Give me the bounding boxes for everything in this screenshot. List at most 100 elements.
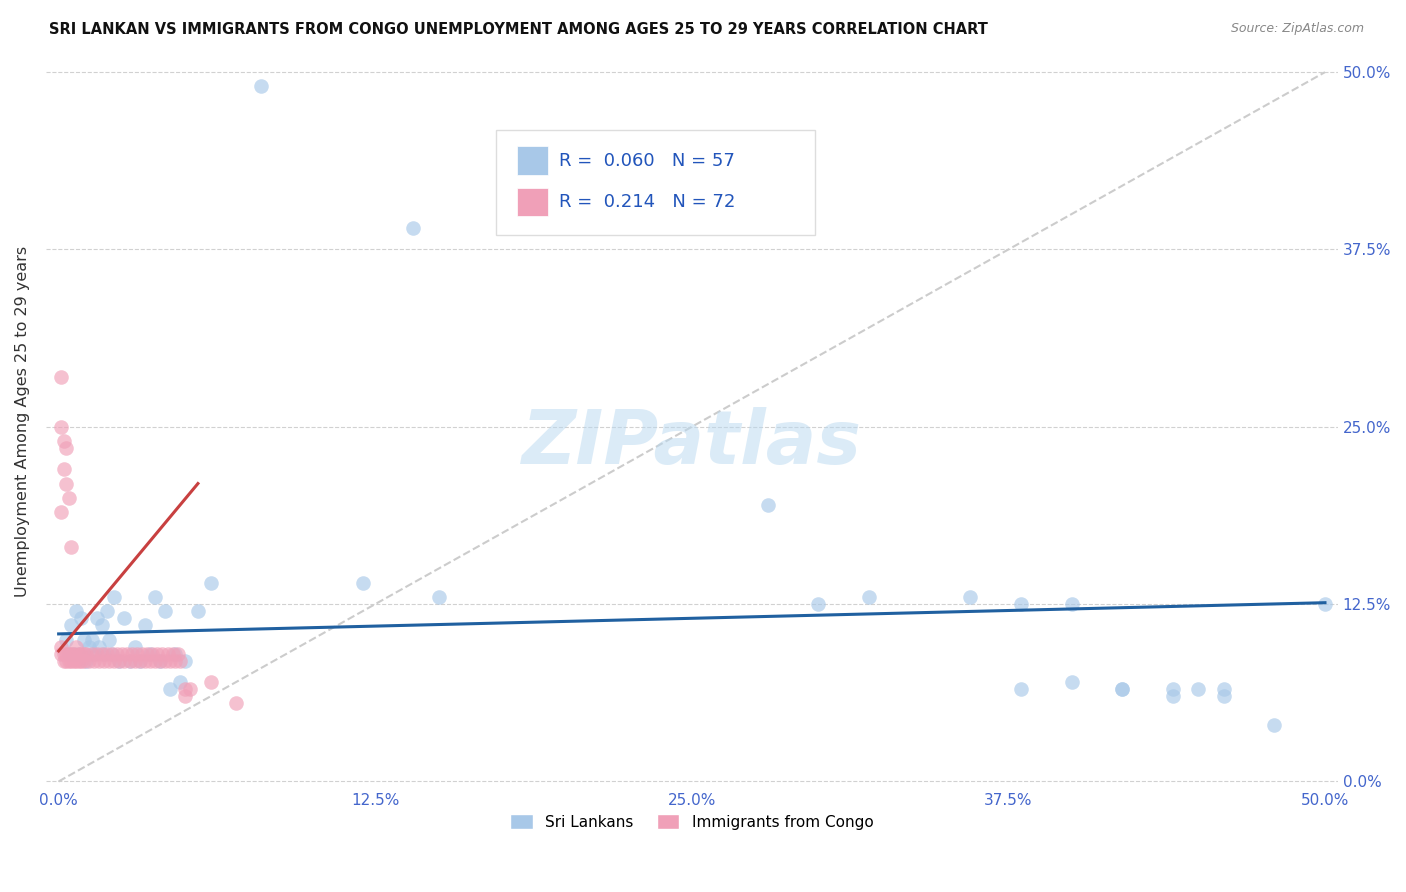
Point — [55, 647, 77, 661]
Point — [121, 647, 143, 661]
Point — [98, 632, 121, 647]
Point — [105, 647, 128, 661]
Point — [146, 647, 169, 661]
Point — [63, 654, 86, 668]
Point — [114, 611, 136, 625]
Point — [83, 654, 105, 668]
Point — [93, 647, 115, 661]
Point — [128, 654, 150, 668]
Point — [86, 647, 108, 661]
Point — [73, 632, 96, 647]
Point — [134, 618, 156, 632]
Point — [149, 654, 172, 668]
Point — [77, 654, 100, 668]
Point — [73, 647, 96, 661]
Point — [165, 647, 187, 661]
Text: R =  0.214   N = 72: R = 0.214 N = 72 — [560, 193, 735, 211]
Point — [60, 654, 83, 668]
Point — [67, 647, 90, 661]
Point — [101, 647, 124, 661]
Point — [73, 654, 96, 668]
Point — [52, 434, 75, 448]
Point — [58, 647, 80, 661]
Point — [1161, 690, 1184, 704]
Point — [427, 590, 450, 604]
Point — [756, 498, 779, 512]
Point — [124, 654, 146, 668]
Point — [131, 647, 153, 661]
Y-axis label: Unemployment Among Ages 25 to 29 years: Unemployment Among Ages 25 to 29 years — [15, 246, 30, 598]
Point — [52, 654, 75, 668]
Point — [858, 590, 880, 604]
Point — [225, 697, 247, 711]
Point — [134, 654, 156, 668]
Point — [93, 654, 115, 668]
Point — [115, 647, 138, 661]
Point — [55, 632, 77, 647]
Point — [128, 654, 150, 668]
Point — [67, 654, 90, 668]
Point — [807, 597, 830, 611]
Point — [86, 611, 108, 625]
Point — [55, 476, 77, 491]
Point — [139, 654, 162, 668]
Point — [76, 654, 98, 668]
Point — [70, 611, 93, 625]
Point — [90, 618, 112, 632]
Point — [139, 647, 162, 661]
Point — [118, 654, 141, 668]
Point — [124, 640, 146, 654]
Point — [1187, 682, 1209, 697]
Point — [63, 647, 86, 661]
Point — [1111, 682, 1133, 697]
Point — [1313, 597, 1336, 611]
Point — [1060, 675, 1083, 690]
Point — [200, 575, 222, 590]
Point — [141, 647, 163, 661]
Point — [118, 654, 141, 668]
Point — [1161, 682, 1184, 697]
Point — [51, 647, 73, 661]
Legend: Sri Lankans, Immigrants from Congo: Sri Lankans, Immigrants from Congo — [503, 807, 880, 836]
Point — [90, 647, 112, 661]
Point — [80, 647, 103, 661]
Point — [165, 654, 187, 668]
Point — [1060, 597, 1083, 611]
Point — [136, 647, 159, 661]
Point — [70, 654, 93, 668]
Point — [1111, 682, 1133, 697]
Point — [187, 604, 209, 618]
Point — [143, 590, 166, 604]
Point — [55, 654, 77, 668]
Point — [1212, 690, 1234, 704]
Point — [108, 654, 131, 668]
Point — [80, 632, 103, 647]
Point — [51, 370, 73, 384]
Point — [108, 654, 131, 668]
Point — [169, 654, 191, 668]
Point — [1010, 682, 1032, 697]
Text: SRI LANKAN VS IMMIGRANTS FROM CONGO UNEMPLOYMENT AMONG AGES 25 TO 29 YEARS CORRE: SRI LANKAN VS IMMIGRANTS FROM CONGO UNEM… — [49, 22, 988, 37]
Text: R =  0.060   N = 57: R = 0.060 N = 57 — [560, 152, 735, 169]
Point — [200, 675, 222, 690]
Point — [1212, 682, 1234, 697]
Point — [60, 541, 83, 555]
Point — [51, 640, 73, 654]
Point — [114, 654, 136, 668]
Point — [76, 647, 98, 661]
Point — [60, 618, 83, 632]
Point — [166, 647, 188, 661]
Point — [159, 682, 181, 697]
Point — [65, 604, 87, 618]
Point — [58, 647, 80, 661]
Point — [101, 647, 124, 661]
Point — [103, 654, 125, 668]
Point — [1010, 597, 1032, 611]
Point — [52, 647, 75, 661]
Point — [83, 647, 105, 661]
Point — [103, 590, 125, 604]
Point — [58, 491, 80, 505]
Point — [65, 640, 87, 654]
Point — [352, 575, 374, 590]
Point — [65, 654, 87, 668]
